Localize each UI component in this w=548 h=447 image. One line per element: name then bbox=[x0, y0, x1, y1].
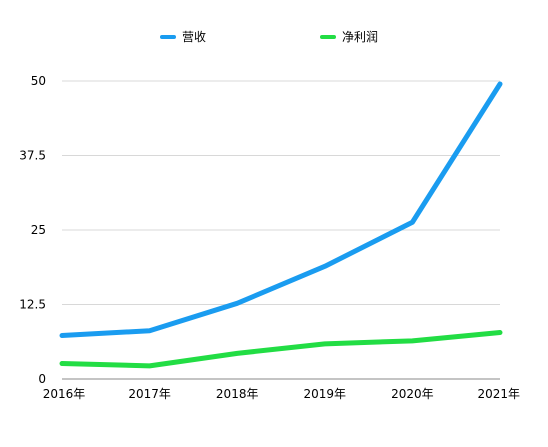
x-tick-label: 2017年 bbox=[128, 387, 171, 401]
series-line-1 bbox=[59, 330, 503, 369]
y-tick-label: 0 bbox=[38, 372, 46, 386]
gridlines bbox=[62, 80, 500, 380]
y-axis-tick-labels: 0 12.5 25 37.5 50 bbox=[19, 74, 46, 386]
x-tick-label: 2018年 bbox=[216, 387, 259, 401]
x-tick-label: 2016年 bbox=[43, 387, 86, 401]
y-tick-label: 12.5 bbox=[19, 298, 46, 312]
legend: 营收 净利润 bbox=[160, 30, 378, 44]
series-line-0 bbox=[59, 81, 503, 338]
series-lines bbox=[59, 81, 503, 369]
legend-label: 营收 bbox=[182, 30, 206, 44]
x-axis-tick-labels: 2016年 2017年 2018年 2019年 2020年 2021年 bbox=[43, 387, 520, 401]
y-tick-label: 37.5 bbox=[19, 149, 46, 163]
y-tick-label: 25 bbox=[31, 223, 46, 237]
x-tick-label: 2019年 bbox=[304, 387, 347, 401]
x-tick-label: 2021年 bbox=[477, 387, 520, 401]
x-tick-label: 2020年 bbox=[391, 387, 434, 401]
y-tick-label: 50 bbox=[31, 74, 46, 88]
legend-label: 净利润 bbox=[342, 30, 378, 44]
